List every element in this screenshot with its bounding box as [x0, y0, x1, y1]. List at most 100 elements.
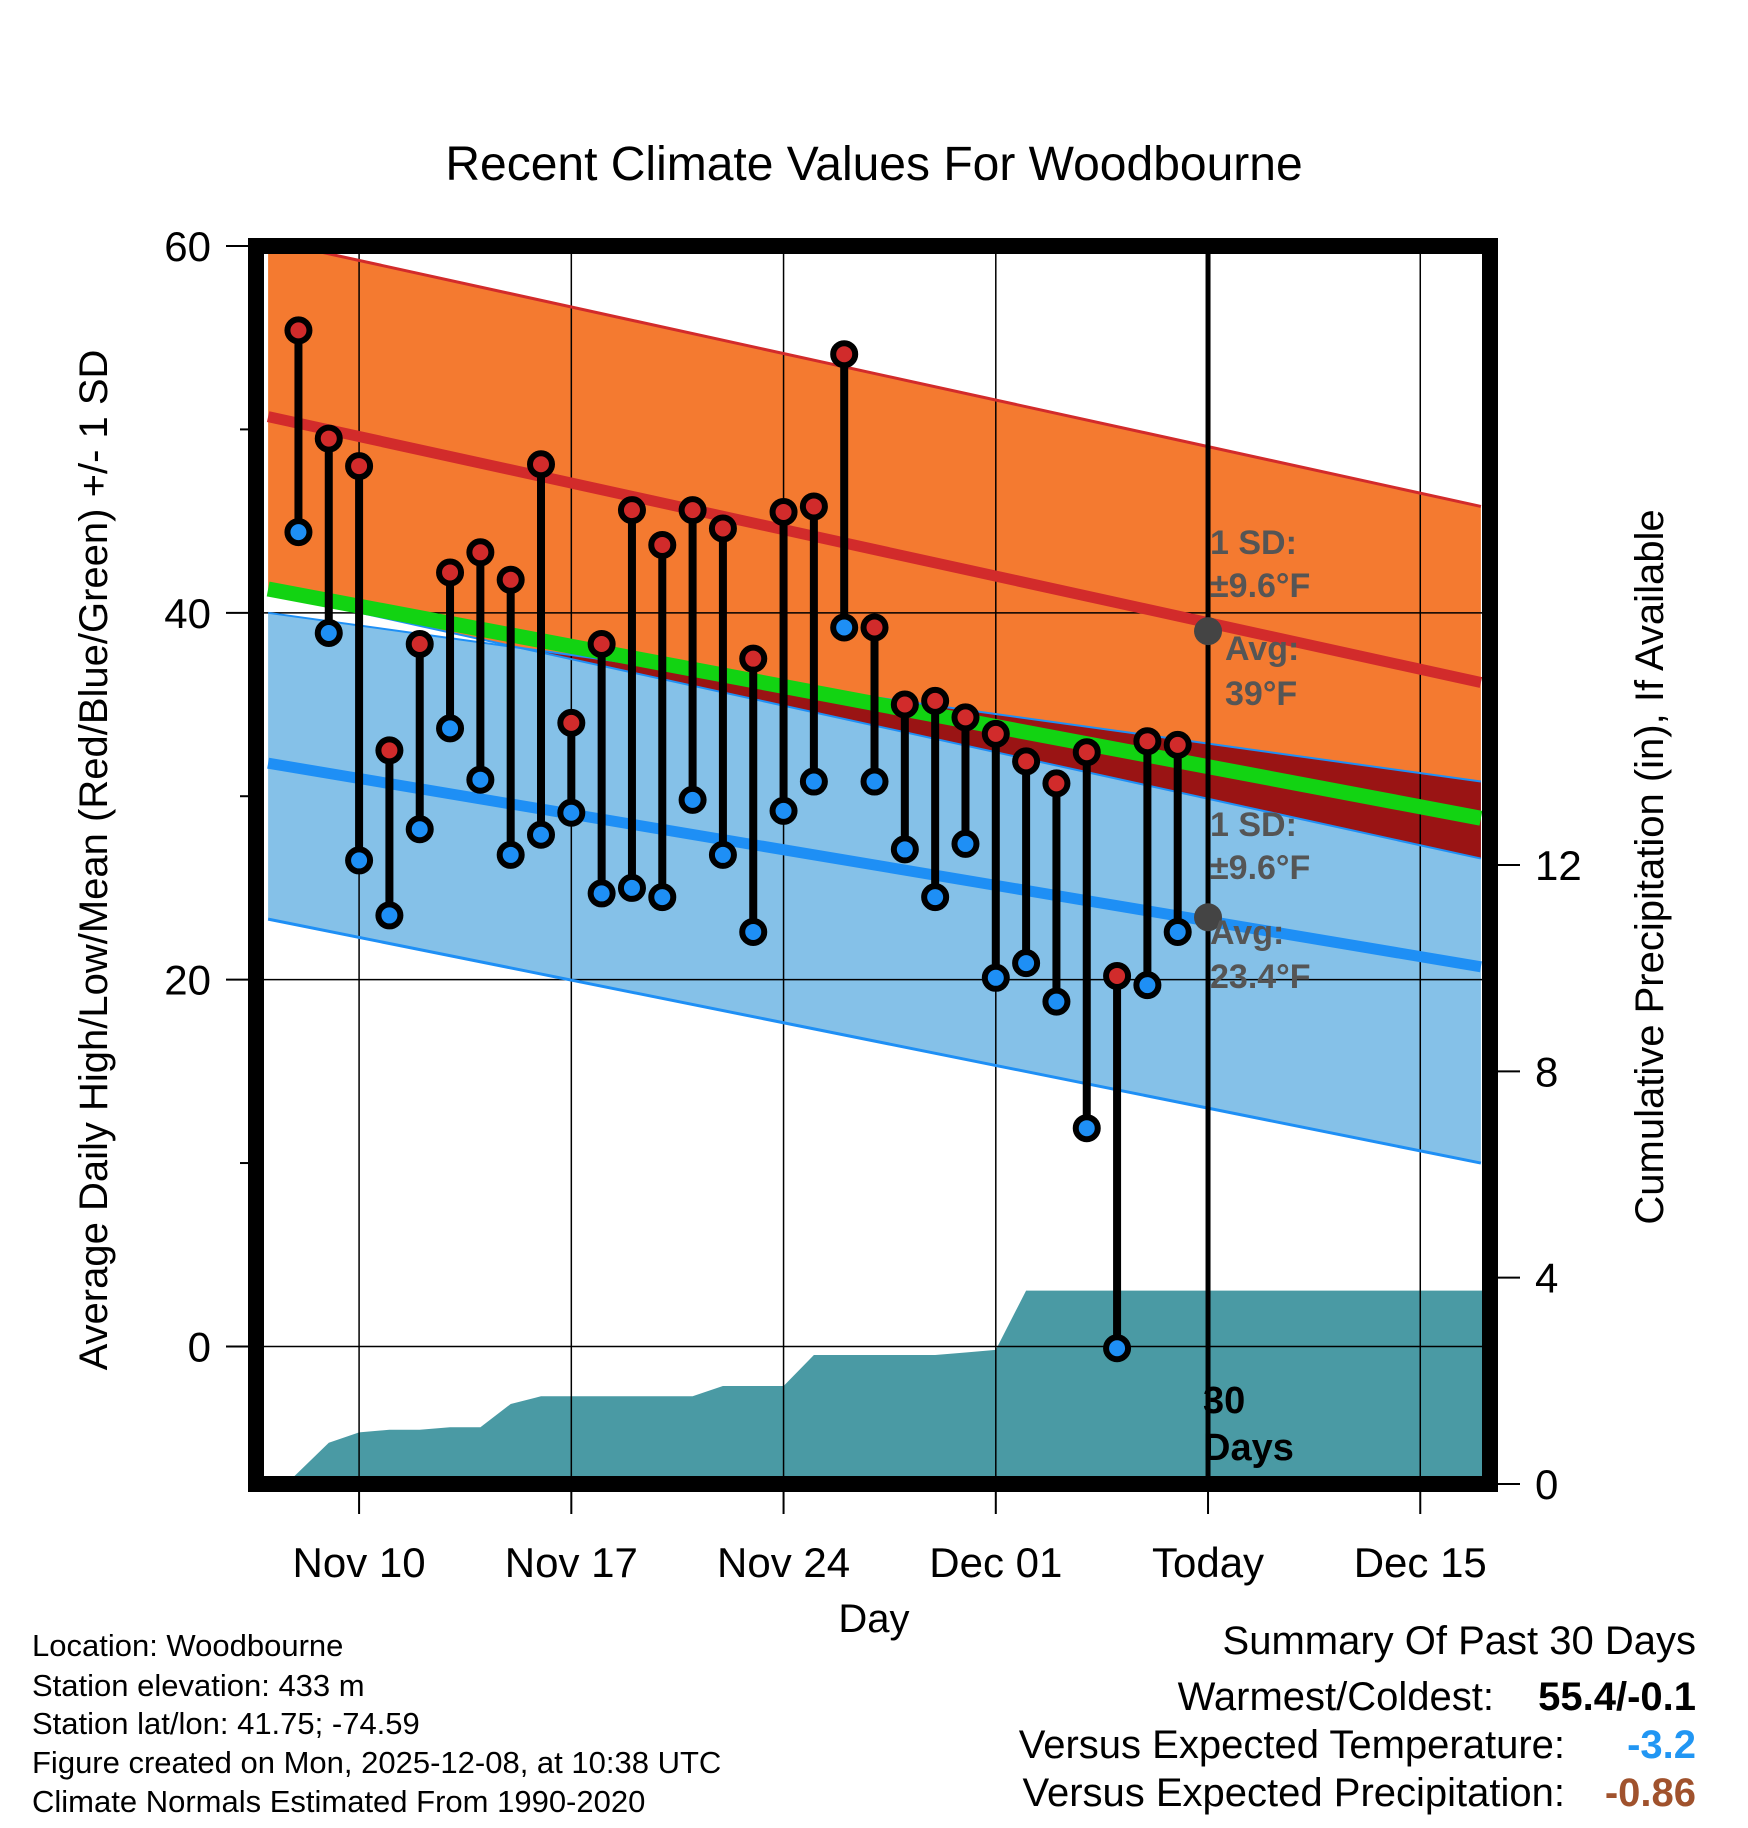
summary-warmest-value: 55.4/-0.1 — [1538, 1675, 1696, 1719]
precip-area — [294, 1290, 1490, 1476]
daily-high-point — [769, 497, 798, 526]
daily-low-point — [496, 840, 525, 869]
y2-tick-label: 0 — [1535, 1461, 1558, 1508]
info-normals: Climate Normals Estimated From 1990-2020 — [32, 1784, 645, 1819]
summary-precip-label: Versus Expected Precipitation: — [1022, 1771, 1565, 1815]
daily-high-point — [981, 719, 1010, 748]
daily-low-point — [1072, 1114, 1101, 1143]
y-axis-label: Average Daily High/Low/Mean (Red/Blue/Gr… — [72, 350, 116, 1371]
daily-high-point — [557, 708, 586, 737]
days-count-label: 30 — [1203, 1380, 1245, 1422]
daily-low-point — [587, 879, 616, 908]
daily-high-point — [890, 690, 919, 719]
high-avg-line — [266, 411, 1483, 688]
daily-low-point — [678, 785, 707, 814]
info-created: Figure created on Mon, 2025-12-08, at 10… — [32, 1745, 721, 1780]
daily-high-point — [284, 316, 313, 345]
daily-high-point — [951, 703, 980, 732]
daily-high-point — [708, 514, 737, 543]
daily-high-point — [375, 736, 404, 765]
info-location: Location: Woodbourne — [32, 1628, 343, 1663]
daily-high-point — [678, 496, 707, 525]
daily-high-point — [1163, 730, 1192, 759]
daily-low-point — [345, 846, 374, 875]
daily-high-point — [799, 492, 828, 521]
daily-low-point — [769, 796, 798, 825]
daily-high-point — [921, 686, 950, 715]
x-axis-label: Day — [838, 1597, 909, 1641]
daily-low-point — [799, 767, 828, 796]
daily-high-point — [1042, 769, 1071, 798]
daily-high-point — [466, 538, 495, 567]
daily-low-point — [436, 714, 465, 743]
low-avg-marker — [1194, 903, 1223, 932]
daily-high-point — [1072, 738, 1101, 767]
daily-low-point — [981, 963, 1010, 992]
low-avg-line — [267, 757, 1482, 973]
daily-high-point — [1012, 747, 1041, 776]
y2-tick-label: 12 — [1535, 842, 1582, 889]
info-latlon: Station lat/lon: 41.75; -74.59 — [32, 1706, 420, 1741]
x-tick-label: Nov 24 — [717, 1539, 850, 1586]
y2-tick-label: 8 — [1535, 1048, 1558, 1095]
low-sd-label: 1 SD: — [1210, 806, 1297, 844]
daily-low-point — [617, 873, 646, 902]
summary-temp-label: Versus Expected Temperature: — [1019, 1723, 1565, 1767]
days-unit-label: Days — [1203, 1427, 1294, 1469]
daily-low-point — [921, 883, 950, 912]
y-tick-label: 60 — [164, 223, 211, 270]
daily-low-point — [1042, 987, 1071, 1016]
daily-low-point — [557, 798, 586, 827]
daily-low-point — [739, 917, 768, 946]
daily-low-point — [284, 518, 313, 547]
daily-high-point — [587, 629, 616, 658]
chart-title: Recent Climate Values For Woodbourne — [445, 138, 1302, 191]
daily-low-point — [648, 883, 677, 912]
low-avg-value: 23.4°F — [1210, 958, 1311, 996]
y-tick-label: 0 — [188, 1323, 211, 1370]
daily-high-point — [314, 424, 343, 453]
daily-low-point — [830, 613, 859, 642]
daily-high-point — [830, 340, 859, 369]
daily-high-point — [405, 629, 434, 658]
x-tick-label: Today — [1152, 1539, 1264, 1586]
daily-high-point — [617, 496, 646, 525]
daily-high-point — [345, 452, 374, 481]
y-tick-label: 40 — [164, 590, 211, 637]
high-sd-label: 1 SD: — [1210, 524, 1297, 562]
low-sd-value: ±9.6°F — [1210, 849, 1310, 887]
summary-heading: Summary Of Past 30 Days — [1223, 1619, 1696, 1663]
y2-tick-label: 4 — [1535, 1255, 1558, 1302]
daily-low-point — [860, 767, 889, 796]
daily-low-point — [1133, 971, 1162, 1000]
summary-warmest-label: Warmest/Coldest: — [1178, 1675, 1494, 1719]
daily-low-point — [1103, 1334, 1132, 1363]
daily-low-point — [890, 835, 919, 864]
daily-low-point — [951, 829, 980, 858]
daily-low-point — [314, 618, 343, 647]
high-sd-value: ±9.6°F — [1210, 567, 1310, 605]
low-avg-label: Avg: — [1210, 914, 1284, 952]
daily-high-point — [1103, 961, 1132, 990]
high-avg-marker — [1194, 617, 1223, 646]
daily-low-point — [375, 901, 404, 930]
daily-low-point — [405, 815, 434, 844]
daily-high-point — [739, 644, 768, 673]
summary-precip-value: -0.86 — [1605, 1771, 1696, 1815]
daily-high-point — [648, 530, 677, 559]
daily-high-point — [436, 558, 465, 587]
daily-low-point — [527, 820, 556, 849]
daily-low-point — [1012, 949, 1041, 978]
y-tick-label: 20 — [164, 957, 211, 1004]
x-tick-label: Nov 17 — [505, 1539, 638, 1586]
x-tick-label: Dec 15 — [1354, 1539, 1487, 1586]
high-avg-value: 39°F — [1225, 675, 1297, 713]
high-avg-label: Avg: — [1225, 630, 1299, 668]
x-tick-label: Dec 01 — [929, 1539, 1062, 1586]
high-sd-upper-line — [286, 246, 1482, 508]
summary-temp-value: -3.2 — [1627, 1723, 1696, 1767]
daily-high-point — [1133, 727, 1162, 756]
y2-axis-label: Cumulative Precipitation (in), If Availa… — [1628, 509, 1672, 1224]
daily-high-point — [860, 613, 889, 642]
